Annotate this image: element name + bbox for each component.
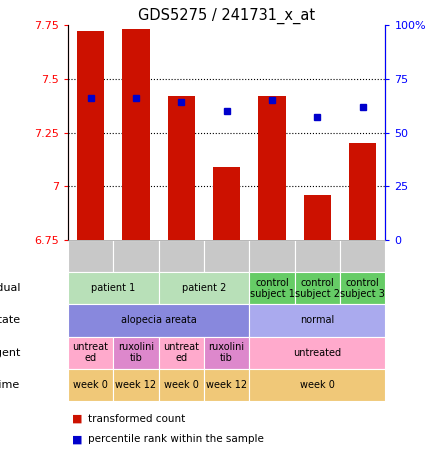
Bar <box>68 240 113 272</box>
Title: GDS5275 / 241731_x_at: GDS5275 / 241731_x_at <box>138 7 315 24</box>
Text: normal: normal <box>300 315 335 326</box>
Text: alopecia areata: alopecia areata <box>121 315 197 326</box>
Text: untreated: untreated <box>293 347 342 358</box>
Text: disease state: disease state <box>0 315 20 326</box>
Bar <box>68 337 113 369</box>
Text: individual: individual <box>0 283 20 294</box>
Text: patient 1: patient 1 <box>91 283 135 294</box>
Text: control
subject 1: control subject 1 <box>250 278 294 299</box>
Text: untreat
ed: untreat ed <box>73 342 109 363</box>
Bar <box>204 337 249 369</box>
Text: transformed count: transformed count <box>88 414 185 424</box>
Bar <box>249 240 295 272</box>
Bar <box>304 195 331 240</box>
Bar <box>258 96 286 240</box>
Bar <box>68 369 113 401</box>
Text: week 0: week 0 <box>164 380 199 390</box>
Bar <box>204 240 249 272</box>
Bar <box>340 240 385 272</box>
Text: control
subject 2: control subject 2 <box>295 278 340 299</box>
Bar <box>77 31 104 240</box>
Text: untreat
ed: untreat ed <box>163 342 199 363</box>
Bar <box>159 369 204 401</box>
Bar <box>159 272 249 304</box>
Bar <box>159 240 204 272</box>
Bar <box>340 272 385 304</box>
Bar <box>295 272 340 304</box>
Bar <box>68 272 159 304</box>
Text: week 0: week 0 <box>73 380 108 390</box>
Text: time: time <box>0 380 20 390</box>
Text: patient 2: patient 2 <box>182 283 226 294</box>
Text: ruxolini
tib: ruxolini tib <box>118 342 154 363</box>
Text: week 0: week 0 <box>300 380 335 390</box>
Bar <box>213 167 240 240</box>
Bar <box>295 240 340 272</box>
Bar <box>249 369 385 401</box>
Bar <box>113 240 159 272</box>
Text: week 12: week 12 <box>115 380 156 390</box>
Text: percentile rank within the sample: percentile rank within the sample <box>88 434 264 444</box>
Bar <box>113 369 159 401</box>
Bar <box>249 337 385 369</box>
Bar <box>113 337 159 369</box>
Text: control
subject 3: control subject 3 <box>340 278 385 299</box>
Bar <box>159 337 204 369</box>
Text: ruxolini
tib: ruxolini tib <box>208 342 245 363</box>
Bar <box>204 369 249 401</box>
Text: week 12: week 12 <box>206 380 247 390</box>
Bar <box>349 143 376 240</box>
Text: ■: ■ <box>72 414 83 424</box>
Bar <box>249 304 385 337</box>
Text: ■: ■ <box>72 434 83 444</box>
Bar <box>68 304 249 337</box>
Text: agent: agent <box>0 347 20 358</box>
Bar <box>168 96 195 240</box>
Bar <box>249 272 295 304</box>
Bar <box>122 29 149 240</box>
